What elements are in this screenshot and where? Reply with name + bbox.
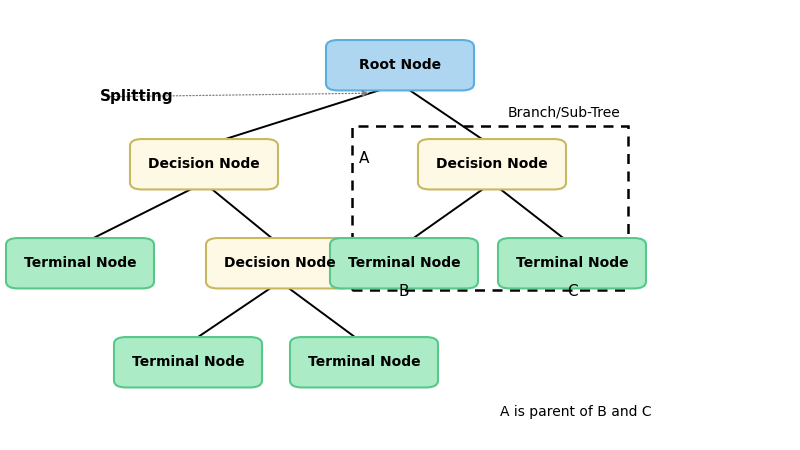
FancyBboxPatch shape: [330, 238, 478, 288]
Bar: [352, 126, 628, 290]
Text: Decision Node: Decision Node: [224, 256, 336, 270]
FancyBboxPatch shape: [290, 337, 438, 387]
Text: Splitting: Splitting: [100, 89, 174, 104]
Text: Decision Node: Decision Node: [436, 157, 548, 171]
Text: Terminal Node: Terminal Node: [24, 256, 136, 270]
FancyBboxPatch shape: [114, 337, 262, 387]
Text: Terminal Node: Terminal Node: [132, 355, 244, 369]
FancyBboxPatch shape: [326, 40, 474, 90]
FancyBboxPatch shape: [6, 238, 154, 288]
Text: Branch/Sub-Tree: Branch/Sub-Tree: [507, 105, 620, 119]
Text: Decision Node: Decision Node: [148, 157, 260, 171]
FancyBboxPatch shape: [498, 238, 646, 288]
FancyBboxPatch shape: [206, 238, 354, 288]
Text: A is parent of B and C: A is parent of B and C: [500, 405, 652, 419]
Text: Terminal Node: Terminal Node: [348, 256, 460, 270]
Text: Terminal Node: Terminal Node: [308, 355, 420, 369]
Text: Root Node: Root Node: [359, 58, 441, 72]
Text: B: B: [398, 284, 410, 298]
FancyBboxPatch shape: [130, 139, 278, 189]
Text: A: A: [359, 151, 369, 166]
FancyBboxPatch shape: [418, 139, 566, 189]
Text: C: C: [566, 284, 578, 298]
Text: Terminal Node: Terminal Node: [516, 256, 628, 270]
